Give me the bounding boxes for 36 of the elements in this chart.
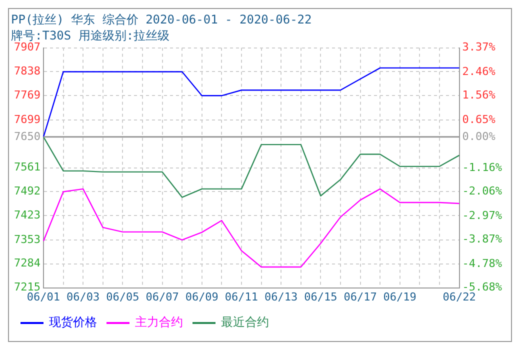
x-tick-label: 06/11	[224, 290, 258, 304]
y-tick-label: 7561	[14, 160, 40, 174]
y2-tick-label: 0.00%	[462, 130, 496, 144]
legend-label: 现货价格	[49, 315, 97, 330]
y2-tick-label: 1.56%	[462, 88, 496, 102]
x-tick-label: 06/09	[185, 290, 218, 304]
y2-tick-label: -3.87%	[462, 232, 502, 246]
x-tick-label: 06/22	[442, 290, 476, 304]
y-tick-label: 7650	[14, 130, 40, 143]
x-tick-label: 06/03	[66, 290, 100, 304]
y-tick-label: 7907	[14, 40, 40, 54]
y-tick-label: 7284	[14, 256, 41, 270]
y2-tick-label: -4.78%	[462, 256, 502, 270]
x-tick-label: 06/19	[383, 290, 416, 304]
legend-label: 最近合约	[221, 315, 269, 330]
y2-tick-label: -2.97%	[462, 208, 502, 222]
x-tick-label: 06/15	[304, 290, 338, 304]
y-tick-label: 7838	[14, 64, 40, 78]
y2-tick-label: 2.46%	[462, 64, 496, 78]
x-tick-label: 06/01	[26, 290, 60, 304]
y2-tick-label: 0.65%	[462, 112, 496, 126]
chart-title: PP(拉丝) 华东 综合价 2020-06-01 - 2020-06-22	[11, 12, 312, 26]
x-tick-label: 06/17	[344, 290, 377, 304]
y-tick-label: 7699	[14, 112, 40, 126]
y2-tick-label: -2.06%	[462, 184, 502, 198]
legend-label: 主力合约	[135, 315, 183, 330]
y-tick-label: 7769	[14, 88, 40, 102]
y-tick-label: 7423	[14, 208, 40, 222]
x-tick-label: 06/13	[264, 290, 298, 304]
y2-tick-label: -1.16%	[462, 160, 502, 174]
x-tick-label: 06/07	[146, 290, 179, 304]
y2-tick-label: 3.37%	[462, 40, 496, 54]
y-tick-label: 7353	[14, 232, 40, 246]
x-tick-label: 06/05	[106, 290, 140, 304]
y-tick-label: 7492	[14, 184, 40, 198]
chart-subtitle: 牌号:T30S 用途级别:拉丝级	[11, 28, 170, 43]
